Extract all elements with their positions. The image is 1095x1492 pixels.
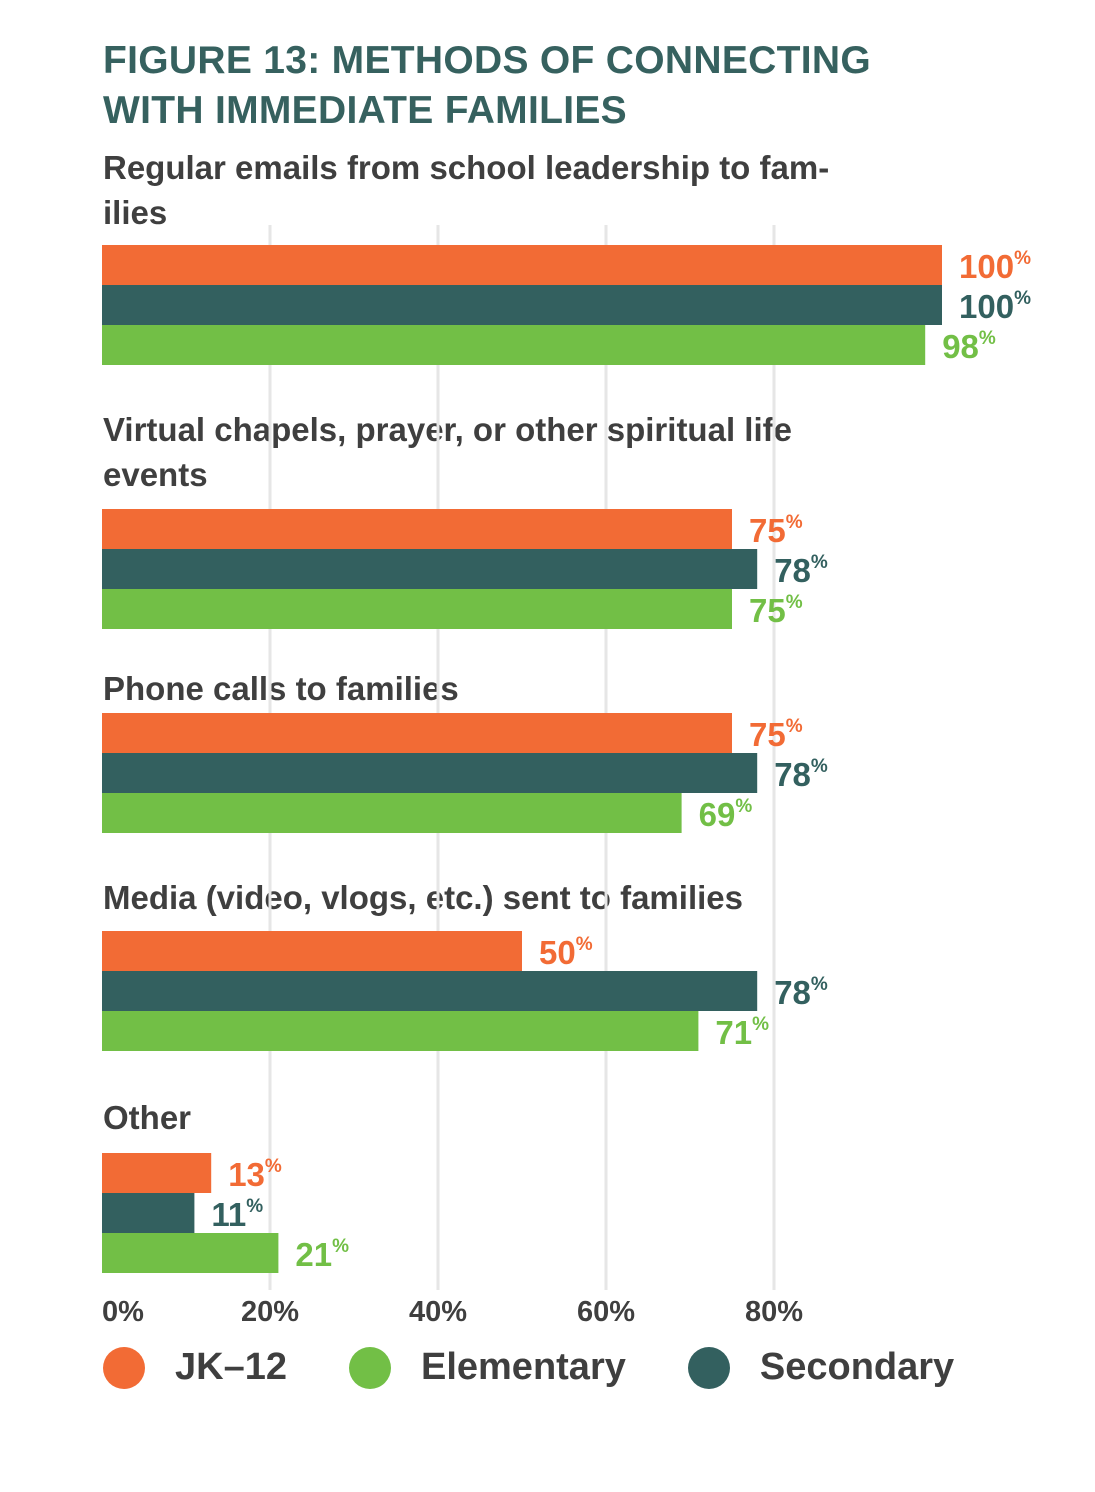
bar-secondary — [102, 971, 758, 1011]
bar-jk-12 — [102, 245, 942, 285]
bar-secondary — [102, 1193, 195, 1233]
bar-elementary — [102, 793, 682, 833]
data-label: 75% — [749, 716, 803, 753]
x-tick-label: 20% — [241, 1296, 299, 1328]
bar-jk-12 — [102, 713, 732, 753]
category-label-line: Media (video, vlogs, etc.) sent to famil… — [103, 879, 743, 916]
legend-label-elementary: Elementary — [420, 1346, 626, 1388]
legend-swatch-jk12 — [103, 1346, 145, 1389]
data-label: 100% — [959, 248, 1031, 285]
category-label: Media (video, vlogs, etc.) sent to famil… — [103, 875, 983, 920]
bar-elementary — [102, 1011, 699, 1051]
data-label: 69% — [699, 796, 753, 833]
bar-jk-12 — [102, 931, 522, 971]
data-label: 75% — [749, 592, 803, 629]
legend-item-secondary: Secondary — [687, 1346, 955, 1389]
category-label: Phone calls to families — [103, 666, 983, 711]
category-label: Regular emails from school leadership to… — [103, 145, 983, 235]
bar-secondary — [102, 549, 758, 589]
bar-secondary — [102, 285, 942, 325]
x-axis-ticks: 0% 20% 40% 60% 80% — [102, 1296, 803, 1328]
category-label-line: Regular emails from school leadership to… — [103, 149, 830, 186]
figure-title-line-1: FIGURE 13: METHODS OF CONNECTING — [103, 39, 871, 82]
legend-label-secondary: Secondary — [759, 1346, 955, 1388]
legend: JK–12 Elementary Secondary — [103, 1346, 954, 1389]
data-label: 78% — [774, 974, 828, 1011]
legend-item-jk12: JK–12 — [103, 1346, 287, 1389]
bars — [102, 245, 942, 1273]
data-label: 78% — [774, 552, 828, 589]
data-label: 21% — [295, 1236, 349, 1273]
legend-swatch-secondary — [687, 1346, 730, 1389]
legend-swatch-elementary — [348, 1346, 391, 1389]
figure-title: FIGURE 13: METHODS OF CONNECTING WITH IM… — [103, 36, 1003, 136]
category-label-line: Other — [103, 1099, 192, 1136]
bar-secondary — [102, 753, 758, 793]
x-tick-label: 40% — [409, 1296, 467, 1328]
data-label: 13% — [228, 1156, 282, 1193]
bar-chart: 100%100%98%75%78%75%75%78%69%50%78%71%13… — [102, 225, 1031, 1328]
x-tick-label: 0% — [102, 1296, 144, 1328]
category-label-line: ilies — [103, 194, 168, 231]
category-label-line: events — [103, 456, 208, 493]
category-label: Virtual chapels, prayer, or other spirit… — [103, 407, 983, 497]
data-label: 75% — [749, 512, 803, 549]
category-label-line: Phone calls to families — [103, 670, 459, 707]
bar-elementary — [102, 589, 732, 629]
figure-title-line-2: WITH IMMEDIATE FAMILIES — [103, 89, 627, 132]
bar-elementary — [102, 325, 926, 365]
data-label: 71% — [715, 1014, 769, 1051]
legend-label-jk12: JK–12 — [175, 1346, 287, 1388]
x-tick-label: 60% — [577, 1296, 635, 1328]
data-label: 11% — [211, 1196, 263, 1233]
data-label: 50% — [539, 934, 593, 971]
legend-item-elementary: Elementary — [348, 1346, 626, 1389]
value-labels: 100%100%98%75%78%75%75%78%69%50%78%71%13… — [211, 248, 1031, 1273]
data-label: 100% — [959, 288, 1031, 325]
bar-jk-12 — [102, 509, 732, 549]
category-label: Other — [103, 1095, 983, 1140]
bar-elementary — [102, 1233, 279, 1273]
category-label-line: Virtual chapels, prayer, or other spirit… — [103, 411, 792, 448]
data-label: 98% — [942, 328, 996, 365]
bar-jk-12 — [102, 1153, 212, 1193]
data-label: 78% — [774, 756, 828, 793]
x-tick-label: 80% — [745, 1296, 803, 1328]
